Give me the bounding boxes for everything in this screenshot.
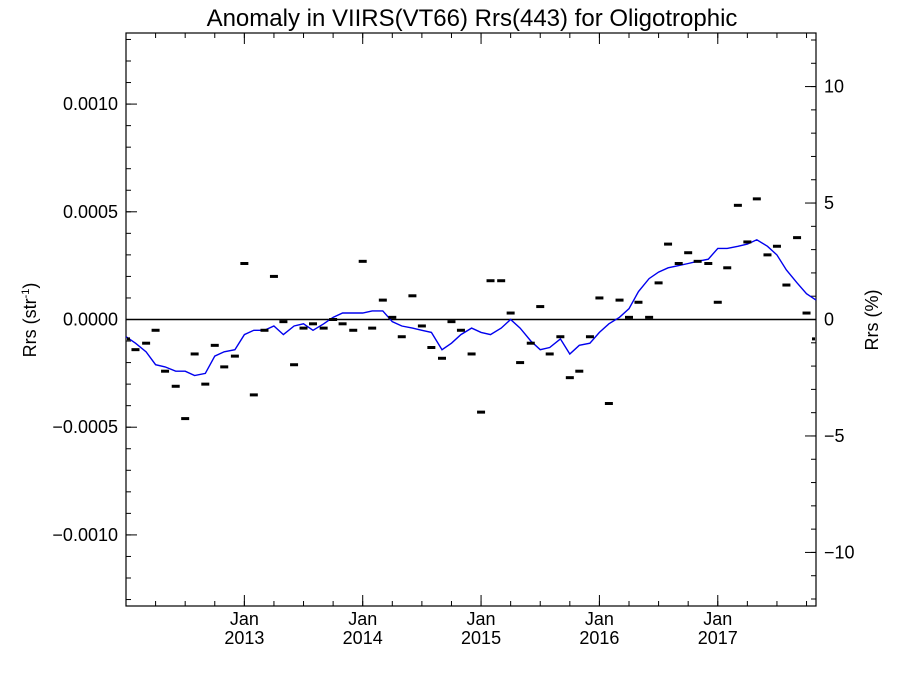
chart-title: Anomaly in VIIRS(VT66) Rrs(443) for Olig… bbox=[207, 5, 738, 32]
scatter-points bbox=[127, 197, 815, 421]
y-axis-label-close: ) bbox=[20, 283, 40, 289]
y2-tick-label: 5 bbox=[824, 193, 834, 213]
y-axis-label-text: Rrs (str bbox=[20, 298, 40, 357]
right-y-axis: 10 5 0 −5 −10 bbox=[805, 77, 855, 562]
x-tick-label-year: 2016 bbox=[579, 628, 619, 648]
x-tick-label-year: 2015 bbox=[461, 628, 501, 648]
y-tick-label: 0.0005 bbox=[63, 202, 118, 222]
y-tick-label: −0.0005 bbox=[52, 417, 118, 437]
x-tick-label-month: Jan bbox=[230, 609, 259, 629]
y-tick-label: 0.0010 bbox=[63, 94, 118, 114]
x-tick-label-year: 2013 bbox=[224, 628, 264, 648]
y2-tick-label: −5 bbox=[824, 426, 845, 446]
y-axis-label: Rrs (str-1) bbox=[20, 283, 40, 358]
x-tick-label-month: Jan bbox=[703, 609, 732, 629]
left-y-axis: 0.0010 0.0005 0.0000 −0.0005 −0.0010 bbox=[52, 94, 137, 545]
x-tick-label-month: Jan bbox=[467, 609, 496, 629]
y2-axis-label: Rrs (%) bbox=[862, 290, 882, 351]
x-tick-label-year: 2014 bbox=[343, 628, 383, 648]
y2-tick-label: −10 bbox=[824, 542, 855, 562]
x-tick-label-month: Jan bbox=[348, 609, 377, 629]
x-tick-label-year: 2017 bbox=[698, 628, 738, 648]
y2-tick-label: 0 bbox=[824, 310, 834, 330]
y-axis-label-superscript: -1 bbox=[20, 289, 32, 299]
y2-tick-label: 10 bbox=[824, 77, 844, 97]
y-tick-label: 0.0000 bbox=[63, 310, 118, 330]
x-tick-label-month: Jan bbox=[585, 609, 614, 629]
y-tick-label: −0.0010 bbox=[52, 525, 118, 545]
